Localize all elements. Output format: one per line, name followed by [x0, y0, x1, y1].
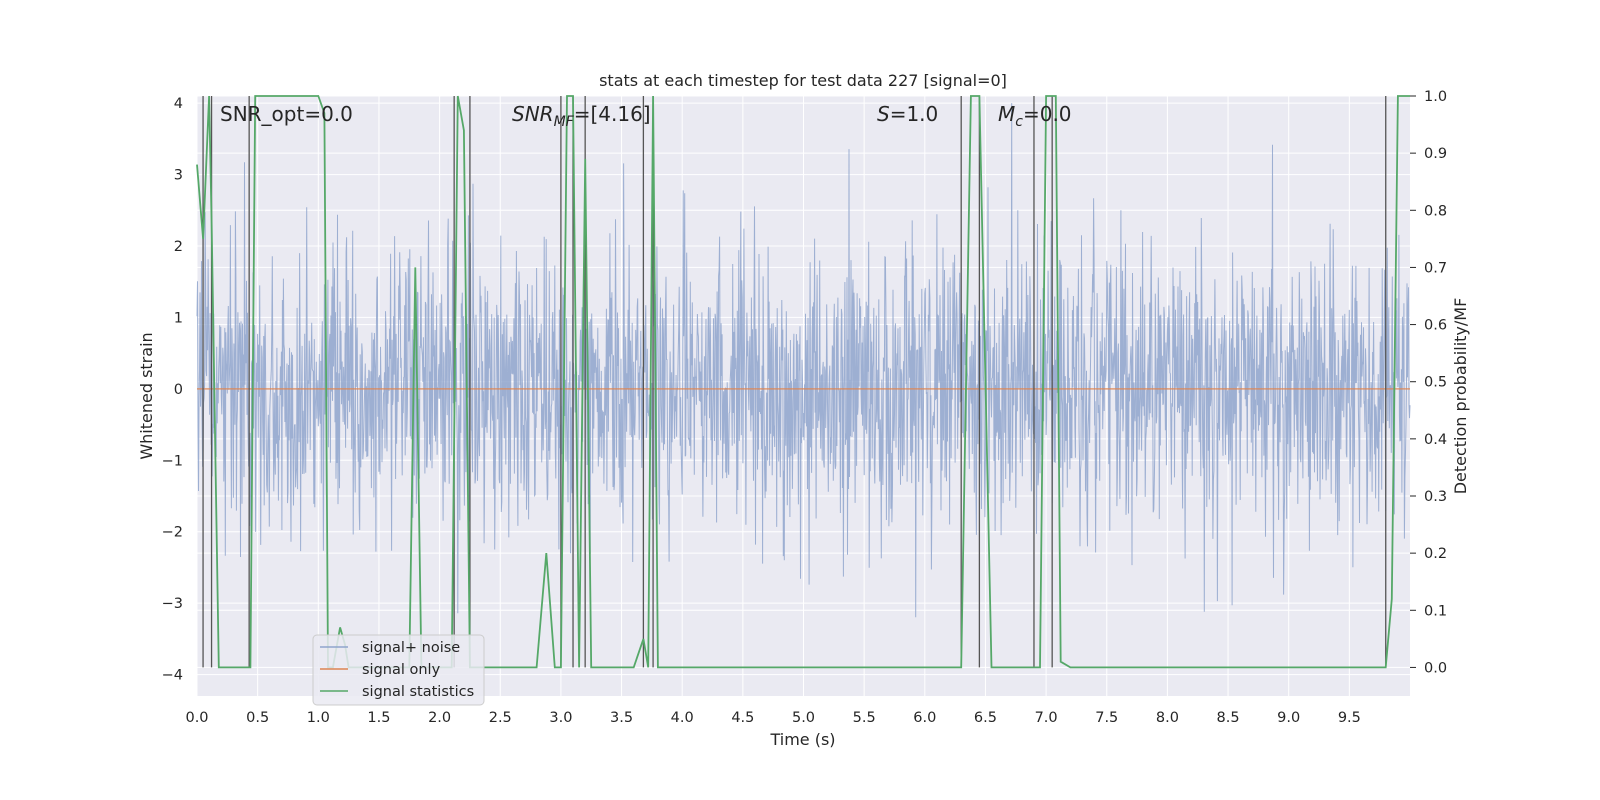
annotation-mc-main: M	[998, 102, 1015, 126]
x-tick-label: 5.5	[853, 710, 876, 726]
y-tick-label-right: 0.1	[1424, 603, 1447, 619]
signal-noise-line	[196, 103, 1411, 618]
annotation-mc: Mc=0.0	[998, 102, 1072, 130]
x-tick-label: 2.5	[489, 710, 512, 726]
x-tick-label: 1.5	[367, 710, 390, 726]
y-ticks-left: 4 3 2 1 0 −1 −2 −3 −4	[162, 96, 183, 683]
x-tick-label: 7.0	[1035, 710, 1058, 726]
legend-label-signal-statistics: signal statistics	[362, 684, 474, 700]
x-tick-label: 0.5	[246, 710, 269, 726]
y-tick-label-right: 1.0	[1424, 89, 1447, 105]
annotation-snr-mf-value: =[4.16]	[574, 102, 651, 126]
y-tick-label-left: 4	[174, 96, 183, 112]
x-tick-label: 7.5	[1095, 710, 1118, 726]
signal-statistics-line	[196, 95, 1410, 669]
annotation-mc-sub: c	[1015, 114, 1023, 130]
annotation-s-value: =1.0	[890, 102, 939, 126]
x-tick-label: 6.5	[974, 710, 997, 726]
y-tick-label-left: −3	[162, 596, 183, 612]
y-axis-label-left: Whitened strain	[137, 332, 156, 459]
annotation-snr-mf-sub: MF	[554, 114, 575, 130]
x-ticks: 0.0 0.5 1.0 1.5 2.0 2.5 3.0 3.5 4.0 4.5 5.0 5.5 6.0 6…	[185, 710, 1360, 726]
annotation-snr-mf-main: SNR	[512, 102, 554, 126]
y-tick-label-left: 2	[174, 239, 183, 255]
annotation-mc-value: =0.0	[1023, 102, 1072, 126]
y-tick-label-right: 0.8	[1424, 203, 1447, 219]
y-tick-label-right: 0.5	[1424, 375, 1447, 391]
annotation-s-main: S	[877, 102, 890, 126]
x-tick-label: 3.5	[610, 710, 633, 726]
x-tick-label: 9.0	[1277, 710, 1300, 726]
legend-label-signal-noise: signal+ noise	[362, 640, 460, 656]
chart-title: stats at each timestep for test data 227…	[599, 71, 1007, 90]
y-tick-label-left: 1	[174, 310, 183, 326]
y-tick-label-right: 0.9	[1424, 146, 1447, 162]
x-tick-label: 5.0	[792, 710, 815, 726]
annotation-s: S=1.0	[877, 102, 938, 126]
x-tick-label: 4.5	[731, 710, 754, 726]
y-tick-label-left: −2	[162, 525, 183, 541]
x-tick-label: 4.0	[671, 710, 694, 726]
x-tick-label: 8.0	[1156, 710, 1179, 726]
y-tick-label-right: 0.4	[1424, 432, 1447, 448]
y-axis-label-right: Detection probability/MF	[1451, 298, 1470, 495]
x-tick-label: 3.0	[549, 710, 572, 726]
y-tick-label-left: −1	[162, 453, 183, 469]
annotation-snr-opt: SNR_opt=0.0	[220, 102, 353, 126]
legend-label-signal-only: signal only	[362, 662, 441, 678]
y-tick-label-left: 0	[174, 382, 183, 398]
y-tick-label-right: 0.7	[1424, 260, 1447, 276]
x-tick-label: 2.0	[428, 710, 451, 726]
y-tick-label-left: 3	[174, 168, 183, 184]
y-tick-label-right: 0.0	[1424, 660, 1447, 676]
y-tick-label-right: 0.3	[1424, 489, 1447, 505]
x-tick-label: 8.5	[1217, 710, 1240, 726]
x-tick-label: 6.0	[913, 710, 936, 726]
x-tick-label: 0.0	[185, 710, 208, 726]
x-tick-label: 1.0	[307, 710, 330, 726]
y-tick-label-right: 0.6	[1424, 318, 1447, 334]
y-tick-label-right: 0.2	[1424, 546, 1447, 562]
x-tick-label: 9.5	[1338, 710, 1361, 726]
y-ticks-right: 1.0 0.9 0.8 0.7 0.6 0.5 0.4 0.3 0.2 0.1 0.0	[1410, 89, 1447, 676]
x-axis-label: Time (s)	[769, 730, 835, 749]
series-signal-statistics	[196, 95, 1410, 669]
series-signal-noise	[196, 103, 1411, 618]
y-tick-label-left: −4	[162, 668, 183, 684]
legend-box	[312, 634, 485, 706]
legend: signal+ noise signal only signal statist…	[312, 634, 485, 706]
annotation-snr-mf: SNRMF=[4.16]	[512, 102, 651, 130]
